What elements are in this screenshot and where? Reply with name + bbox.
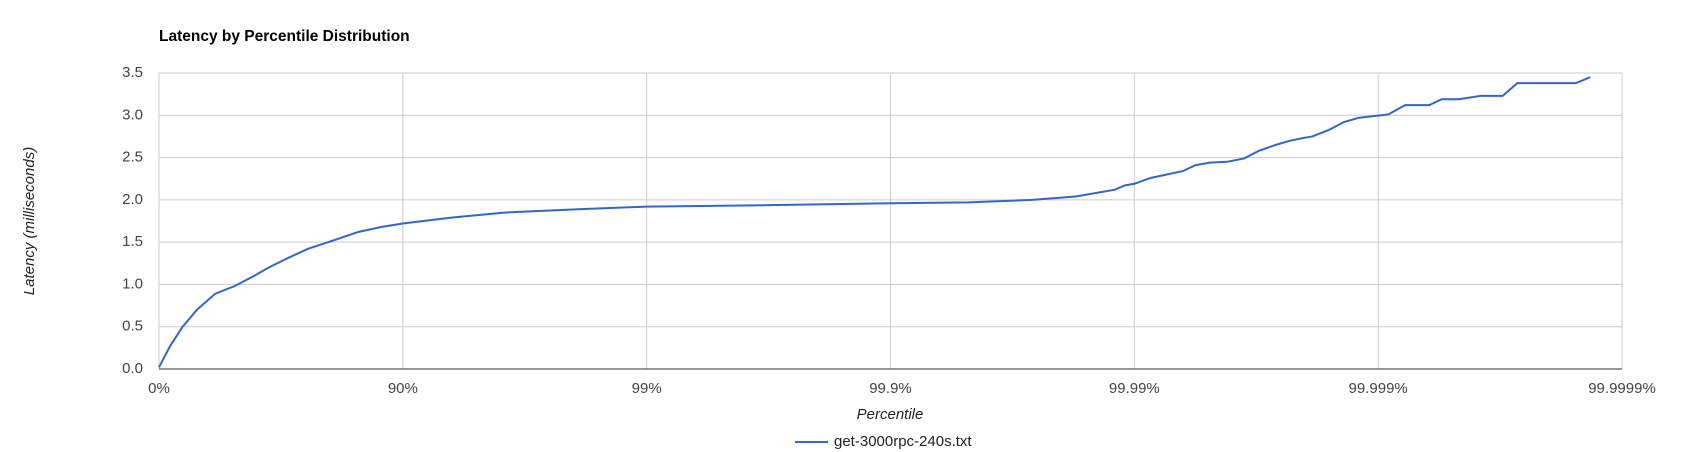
y-tick-label: 0.5 <box>122 318 143 335</box>
y-tick-label: 1.5 <box>122 233 143 250</box>
x-tick-label: 99.99% <box>1109 380 1160 397</box>
x-tick-label: 99.9% <box>869 380 912 397</box>
x-tick-label: 99.999% <box>1349 380 1408 397</box>
x-tick-label: 0% <box>148 380 170 397</box>
y-axis-label: Latency (milliseconds) <box>21 147 38 295</box>
legend-label: get-3000rpc-240s.txt <box>834 433 972 450</box>
x-tick-label: 99.9999% <box>1588 380 1656 397</box>
y-tick-label: 3.5 <box>122 64 143 81</box>
line-series <box>158 76 1591 368</box>
y-tick-label: 2.0 <box>122 191 143 208</box>
x-tick-label: 90% <box>388 380 418 397</box>
x-axis-label: Percentile <box>857 406 924 423</box>
y-tick-label: 1.0 <box>122 275 143 292</box>
x-tick-label: 99% <box>632 380 662 397</box>
chart-title: Latency by Percentile Distribution <box>159 28 410 45</box>
y-tick-label: 0.0 <box>122 360 143 377</box>
y-tick-label: 2.5 <box>122 149 143 166</box>
y-tick-label: 3.0 <box>122 106 143 123</box>
